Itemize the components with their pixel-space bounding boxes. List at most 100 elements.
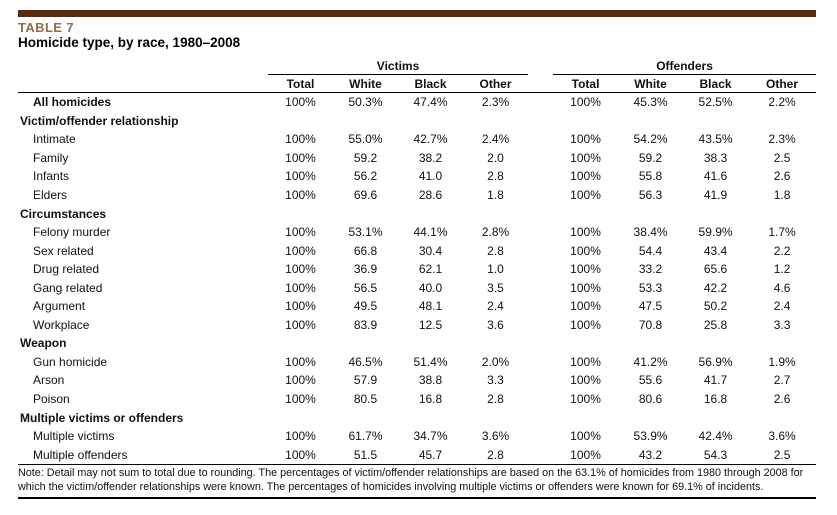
table-row: Multiple offenders 100% 51.5 45.7 2.8 100% 43.… — [18, 445, 817, 465]
value-cell: 3.5 — [487, 280, 504, 295]
value-cell — [553, 204, 618, 223]
value-cell: 25.8 — [703, 317, 728, 332]
value-cell: 100% — [570, 354, 601, 369]
row-label: Family — [33, 150, 69, 165]
value-cell: 38.2 — [418, 150, 443, 165]
value-cell: 2.8 — [487, 392, 504, 407]
table-row: Arson 100% 57.9 38.8 3.3 100% 55.6 41.7 2.7 — [18, 371, 816, 390]
value-cell: 56.2 — [353, 169, 378, 184]
value-cell: 59.2 — [353, 150, 378, 165]
value-cell: 2.6 — [773, 392, 791, 407]
value-cell: 2.3% — [768, 132, 796, 147]
value-cell: 100% — [285, 169, 316, 184]
gap-cell — [528, 130, 553, 149]
value-cell: 41.0 — [418, 169, 443, 184]
value-cell: 3.6 — [487, 317, 504, 332]
value-cell: 48.1 — [418, 299, 443, 314]
table-row: Intimate 100% 55.0% 42.7% 2.4% 100% 54.2% 43.5%… — [18, 130, 816, 149]
gap-cell — [528, 316, 553, 335]
value-cell: 100% — [285, 243, 316, 258]
value-cell: 53.3 — [638, 280, 663, 295]
value-cell: 33.2 — [638, 262, 663, 277]
value-cell — [748, 112, 816, 131]
value-cell: 4.6 — [773, 280, 791, 295]
value-cell: 100% — [570, 150, 601, 165]
label-column-header — [18, 74, 268, 93]
value-cell — [333, 204, 398, 223]
value-cell: 100% — [285, 150, 316, 165]
value-cell: 1.7% — [768, 225, 796, 240]
row-label: Sex related — [33, 243, 94, 258]
value-cell: 2.0 — [487, 150, 504, 165]
table-row: Gun homicide 100% 46.5% 51.4% 2.0% 100% 41.2% 5… — [18, 353, 816, 372]
value-cell: 34.7% — [413, 429, 448, 444]
value-cell: 2.2 — [773, 243, 791, 258]
value-cell — [268, 334, 333, 353]
table-row: Family 100% 59.2 38.2 2.0 100% 59.2 38.3 2.5 — [18, 149, 816, 168]
value-cell: 41.9 — [703, 188, 728, 202]
table-row: Gang related 100% 56.5 40.0 3.5 100% 53.3 42.2 4… — [18, 278, 816, 297]
gap-cell — [528, 371, 553, 390]
value-cell: 2.6 — [773, 169, 791, 184]
value-cell — [463, 112, 528, 131]
offenders-group-header: Offenders — [553, 58, 817, 75]
value-cell — [748, 334, 816, 353]
section-row: Victim/offender relationship — [18, 112, 816, 131]
table-row: Drug related 100% 36.9 62.1 1.0 100% 33.2 65.6 1… — [18, 260, 816, 279]
row-label: Weapon — [20, 336, 67, 351]
value-cell: 100% — [570, 169, 601, 184]
value-cell: 100% — [570, 243, 601, 258]
value-cell — [618, 204, 683, 223]
value-cell: 54.4 — [638, 243, 663, 258]
gap-cell — [528, 408, 553, 427]
value-cell: 43.2 — [618, 445, 684, 465]
gap-cell — [528, 278, 553, 297]
value-cell: 1.8 — [773, 188, 791, 202]
value-cell: 2.7 — [773, 373, 791, 388]
gap-cell — [528, 241, 553, 260]
row-label: Elders — [33, 188, 68, 202]
row-label: Gun homicide — [33, 354, 108, 369]
row-label: Argument — [33, 299, 86, 314]
offenders-total-header: Total — [553, 74, 619, 93]
table-title: Homicide type, by race, 1980–2008 — [18, 35, 241, 50]
value-cell: 38.8 — [418, 373, 443, 388]
value-cell: 70.8 — [638, 317, 663, 332]
section-row: Circumstances — [18, 204, 816, 223]
row-label: Workplace — [33, 317, 90, 332]
value-cell: 50.2 — [703, 299, 728, 314]
value-cell — [463, 334, 528, 353]
value-cell: 30.4 — [418, 243, 443, 258]
value-cell: 2.4 — [487, 299, 504, 314]
table-row: Elders 100% 69.6 28.6 1.8 100% 56.3 41.9 1.8 — [18, 186, 816, 205]
value-cell: 28.6 — [418, 188, 443, 202]
gap-cell — [528, 149, 553, 168]
value-cell: 100% — [285, 132, 316, 147]
gap-cell — [528, 223, 553, 242]
value-cell — [553, 112, 618, 131]
value-cell — [268, 112, 333, 131]
value-cell — [748, 204, 816, 223]
value-cell: 44.1% — [413, 225, 448, 240]
value-cell — [553, 334, 618, 353]
section-row: Weapon — [18, 334, 816, 353]
victims-total-header: Total — [268, 74, 333, 93]
value-cell: 62.1 — [418, 262, 443, 277]
value-cell: 100% — [285, 317, 316, 332]
value-cell — [463, 204, 528, 223]
value-cell: 54.2% — [633, 132, 668, 147]
value-cell: 59.2 — [638, 150, 663, 165]
table-row: Infants 100% 56.2 41.0 2.8 100% 55.8 41.6 2.6 — [18, 167, 816, 186]
section-row: Multiple victims or offenders — [18, 408, 816, 427]
value-cell: 65.6 — [703, 262, 728, 277]
row-label: Poison — [33, 392, 70, 407]
column-header-row: Total White Black Other Total White Blac… — [18, 74, 817, 93]
gap-cell — [528, 204, 553, 223]
row-label: Circumstances — [20, 206, 107, 221]
value-cell — [333, 408, 398, 427]
value-cell — [333, 334, 398, 353]
value-cell: 100% — [570, 317, 601, 332]
row-label: Gang related — [33, 280, 103, 295]
table-head: Victims Offenders Total White Black Othe… — [18, 58, 817, 93]
value-cell — [268, 204, 333, 223]
